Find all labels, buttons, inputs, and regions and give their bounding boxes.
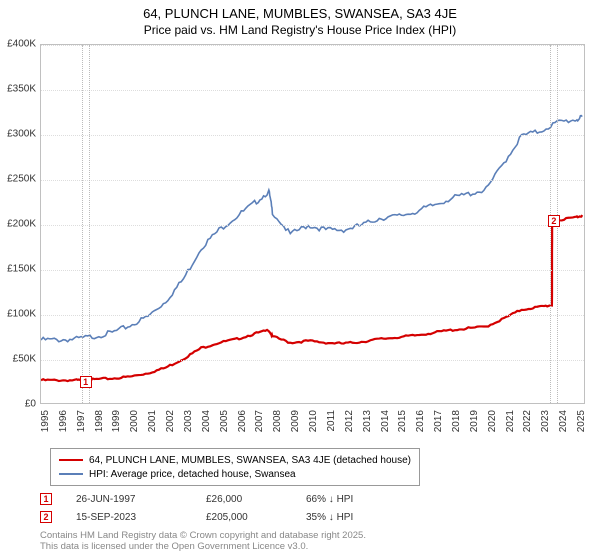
x-tick-label: 2011 [326,410,337,432]
legend-swatch [59,473,83,475]
series-hpi [41,116,582,342]
sales-marker-icon: 2 [40,511,52,523]
y-tick-label: £100K [7,309,36,320]
legend: 64, PLUNCH LANE, MUMBLES, SWANSEA, SA3 4… [50,448,420,486]
x-tick-label: 2022 [522,410,533,432]
x-tick-label: 2013 [362,410,373,432]
x-tick-label: 2020 [487,410,498,432]
sales-table: 1 26-JUN-1997£26,00066% ↓ HPI 2 15-SEP-2023… [40,490,406,526]
gridline [41,90,584,91]
legend-swatch [59,459,83,461]
x-tick-label: 2009 [290,410,301,432]
sales-row: 1 26-JUN-1997£26,00066% ↓ HPI [40,490,406,508]
chart-container: 64, PLUNCH LANE, MUMBLES, SWANSEA, SA3 4… [0,0,600,560]
x-tick-label: 2008 [272,410,283,432]
legend-label: 64, PLUNCH LANE, MUMBLES, SWANSEA, SA3 4… [89,455,411,466]
gridline [41,45,584,46]
chart-subtitle: Price paid vs. HM Land Registry's House … [0,23,600,37]
x-tick-label: 2010 [308,410,319,432]
sales-diff: 35% ↓ HPI [306,512,406,523]
x-tick-label: 1997 [76,410,87,432]
gridline [41,315,584,316]
gridline [41,225,584,226]
y-tick-label: £400K [7,39,36,50]
series-price_paid [41,215,582,381]
y-axis: £0£50K£100K£150K£200K£250K£300K£350K£400… [0,44,38,404]
sales-date: 15-SEP-2023 [76,512,206,523]
gridline [41,135,584,136]
x-tick-label: 2021 [505,410,516,432]
gridline [41,270,584,271]
x-tick-label: 2003 [183,410,194,432]
sale-marker: 2 [548,215,560,227]
sale-marker: 1 [80,376,92,388]
x-tick-label: 2023 [540,410,551,432]
x-tick-label: 2024 [558,410,569,432]
footer-line-2: This data is licensed under the Open Gov… [40,541,366,552]
x-tick-label: 2001 [147,410,158,432]
x-tick-label: 2017 [433,410,444,432]
gridline [41,360,584,361]
y-tick-label: £150K [7,264,36,275]
legend-row: HPI: Average price, detached house, Swan… [59,467,411,481]
sales-marker-icon: 1 [40,493,52,505]
x-tick-label: 1995 [40,410,51,432]
x-tick-label: 2000 [129,410,140,432]
y-tick-label: £0 [25,399,36,410]
x-tick-label: 2012 [344,410,355,432]
y-tick-label: £200K [7,219,36,230]
x-tick-label: 2004 [201,410,212,432]
sales-date: 26-JUN-1997 [76,494,206,505]
x-tick-label: 1999 [111,410,122,432]
legend-label: HPI: Average price, detached house, Swan… [89,469,296,480]
footer-note: Contains HM Land Registry data © Crown c… [40,530,366,553]
sales-price: £26,000 [206,494,306,505]
x-tick-label: 1996 [58,410,69,432]
y-tick-label: £50K [13,354,36,365]
x-axis: 1995 1996 1997 1998 1999 2000 2001 2002 2003 2004… [40,406,585,446]
y-tick-label: £300K [7,129,36,140]
x-tick-label: 2019 [469,410,480,432]
x-tick-label: 2005 [219,410,230,432]
gridline [41,180,584,181]
sales-diff: 66% ↓ HPI [306,494,406,505]
legend-row: 64, PLUNCH LANE, MUMBLES, SWANSEA, SA3 4… [59,453,411,467]
x-tick-label: 2018 [451,410,462,432]
y-tick-label: £350K [7,84,36,95]
x-tick-label: 2025 [576,410,587,432]
sales-row: 2 15-SEP-2023£205,00035% ↓ HPI [40,508,406,526]
x-tick-label: 1998 [94,410,105,432]
footer-line-1: Contains HM Land Registry data © Crown c… [40,530,366,541]
sale-date-band [82,45,90,403]
y-tick-label: £250K [7,174,36,185]
x-tick-label: 2007 [254,410,265,432]
x-tick-label: 2016 [415,410,426,432]
plot-area: 12 [40,44,585,404]
title-block: 64, PLUNCH LANE, MUMBLES, SWANSEA, SA3 4… [0,0,600,37]
x-tick-label: 2015 [397,410,408,432]
x-tick-label: 2002 [165,410,176,432]
chart-title: 64, PLUNCH LANE, MUMBLES, SWANSEA, SA3 4… [0,6,600,21]
x-tick-label: 2006 [237,410,248,432]
chart-svg [41,45,584,403]
x-tick-label: 2014 [380,410,391,432]
sales-price: £205,000 [206,512,306,523]
